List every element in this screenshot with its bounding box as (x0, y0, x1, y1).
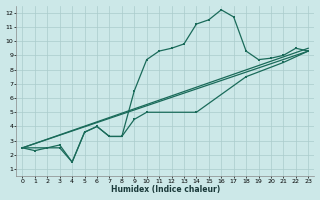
X-axis label: Humidex (Indice chaleur): Humidex (Indice chaleur) (111, 185, 220, 194)
